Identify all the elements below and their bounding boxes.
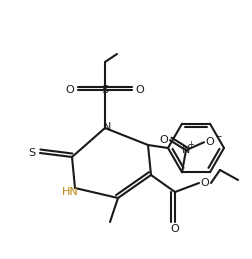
Text: O: O: [201, 178, 209, 188]
Text: S: S: [102, 85, 109, 95]
Text: N: N: [103, 122, 111, 132]
Text: O: O: [171, 224, 179, 234]
Text: O: O: [160, 135, 168, 145]
Text: O: O: [66, 85, 74, 95]
Text: −: −: [214, 131, 222, 140]
Text: HN: HN: [62, 187, 78, 197]
Text: O: O: [136, 85, 144, 95]
Text: N: N: [182, 145, 190, 155]
Text: +: +: [187, 140, 195, 149]
Text: O: O: [206, 137, 214, 147]
Text: S: S: [28, 148, 36, 158]
